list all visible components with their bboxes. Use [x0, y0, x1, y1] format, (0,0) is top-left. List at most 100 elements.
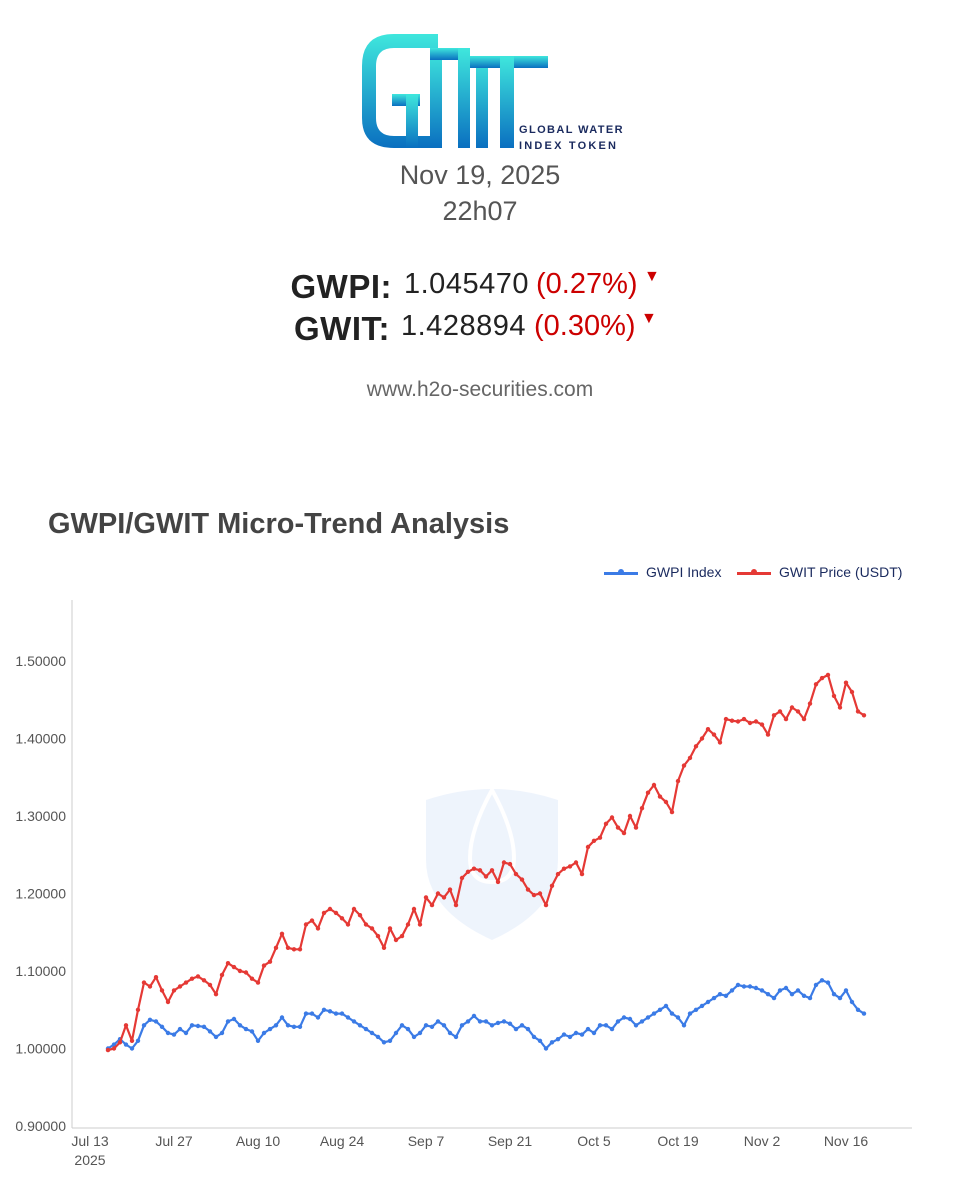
- data-point[interactable]: [771, 713, 777, 718]
- data-point[interactable]: [399, 933, 405, 939]
- data-point[interactable]: [177, 1026, 183, 1032]
- data-point[interactable]: [705, 727, 711, 732]
- data-point[interactable]: [321, 910, 327, 916]
- data-point[interactable]: [189, 1023, 195, 1028]
- data-point[interactable]: [513, 1026, 519, 1032]
- data-point[interactable]: [477, 868, 483, 873]
- data-point[interactable]: [855, 709, 861, 714]
- data-point[interactable]: [621, 1015, 627, 1020]
- data-point[interactable]: [375, 1034, 381, 1040]
- data-point[interactable]: [111, 1042, 117, 1047]
- data-point[interactable]: [279, 1015, 285, 1020]
- data-point[interactable]: [675, 1015, 681, 1020]
- data-point[interactable]: [561, 1032, 567, 1037]
- data-point[interactable]: [687, 1011, 693, 1016]
- data-point[interactable]: [423, 895, 429, 900]
- data-point[interactable]: [285, 945, 291, 950]
- data-point[interactable]: [309, 1011, 315, 1016]
- data-point[interactable]: [729, 988, 735, 993]
- data-point[interactable]: [753, 985, 759, 991]
- data-point[interactable]: [351, 1019, 357, 1024]
- data-point[interactable]: [705, 999, 711, 1005]
- data-point[interactable]: [159, 988, 165, 993]
- data-point[interactable]: [831, 992, 837, 997]
- data-point[interactable]: [753, 719, 759, 724]
- data-point[interactable]: [519, 877, 525, 882]
- data-point[interactable]: [207, 982, 213, 988]
- data-point[interactable]: [291, 947, 297, 952]
- data-point[interactable]: [423, 1023, 429, 1028]
- data-point[interactable]: [255, 1038, 261, 1043]
- data-point[interactable]: [741, 984, 747, 989]
- data-point[interactable]: [819, 675, 825, 681]
- data-point[interactable]: [123, 1023, 129, 1028]
- data-point[interactable]: [687, 755, 693, 761]
- data-point[interactable]: [261, 1030, 267, 1036]
- data-point[interactable]: [573, 860, 579, 865]
- data-point[interactable]: [309, 918, 315, 923]
- data-point[interactable]: [723, 716, 729, 722]
- data-point[interactable]: [273, 1023, 279, 1028]
- data-point[interactable]: [255, 980, 261, 985]
- data-point[interactable]: [387, 1038, 393, 1043]
- data-point[interactable]: [315, 1015, 321, 1020]
- data-point[interactable]: [135, 1007, 141, 1012]
- data-point[interactable]: [453, 902, 459, 908]
- data-point[interactable]: [153, 975, 159, 980]
- data-point[interactable]: [531, 892, 537, 898]
- data-point[interactable]: [609, 1026, 615, 1032]
- data-point[interactable]: [381, 945, 387, 950]
- data-point[interactable]: [471, 1013, 477, 1019]
- data-point[interactable]: [759, 722, 765, 727]
- data-point[interactable]: [711, 995, 717, 1001]
- data-point[interactable]: [363, 922, 369, 927]
- data-point[interactable]: [573, 1030, 579, 1036]
- data-point[interactable]: [645, 1015, 651, 1020]
- data-point[interactable]: [111, 1046, 117, 1051]
- data-point[interactable]: [435, 891, 441, 896]
- data-point[interactable]: [477, 1019, 483, 1024]
- data-point[interactable]: [189, 976, 195, 981]
- data-point[interactable]: [627, 1016, 633, 1022]
- data-point[interactable]: [345, 922, 351, 927]
- data-point[interactable]: [693, 1007, 699, 1012]
- data-point[interactable]: [801, 716, 807, 722]
- data-point[interactable]: [381, 1040, 387, 1045]
- data-point[interactable]: [699, 1003, 705, 1009]
- data-point[interactable]: [597, 835, 603, 840]
- data-point[interactable]: [717, 740, 723, 745]
- data-point[interactable]: [405, 1026, 411, 1032]
- data-point[interactable]: [393, 937, 399, 943]
- data-point[interactable]: [195, 974, 201, 979]
- data-point[interactable]: [621, 830, 627, 836]
- data-point[interactable]: [861, 1011, 867, 1016]
- data-point[interactable]: [681, 763, 687, 768]
- data-point[interactable]: [759, 988, 765, 993]
- data-point[interactable]: [525, 887, 531, 892]
- data-point[interactable]: [591, 1030, 597, 1036]
- data-point[interactable]: [603, 1023, 609, 1028]
- data-point[interactable]: [129, 1038, 135, 1043]
- data-point[interactable]: [393, 1030, 399, 1036]
- data-point[interactable]: [849, 689, 855, 695]
- data-point[interactable]: [339, 916, 345, 921]
- data-point[interactable]: [657, 1007, 663, 1012]
- data-point[interactable]: [507, 1021, 513, 1026]
- data-point[interactable]: [123, 1042, 129, 1047]
- data-point[interactable]: [501, 860, 507, 865]
- data-point[interactable]: [669, 1011, 675, 1016]
- data-point[interactable]: [777, 988, 783, 993]
- data-point[interactable]: [543, 1046, 549, 1051]
- data-point[interactable]: [693, 744, 699, 749]
- data-point[interactable]: [543, 902, 549, 908]
- data-point[interactable]: [735, 982, 741, 988]
- data-point[interactable]: [333, 1011, 339, 1016]
- data-point[interactable]: [723, 993, 729, 998]
- data-point[interactable]: [351, 906, 357, 912]
- data-point[interactable]: [579, 871, 585, 877]
- data-point[interactable]: [831, 693, 837, 699]
- data-point[interactable]: [849, 999, 855, 1005]
- data-point[interactable]: [435, 1019, 441, 1024]
- data-point[interactable]: [747, 720, 753, 726]
- data-point[interactable]: [501, 1019, 507, 1024]
